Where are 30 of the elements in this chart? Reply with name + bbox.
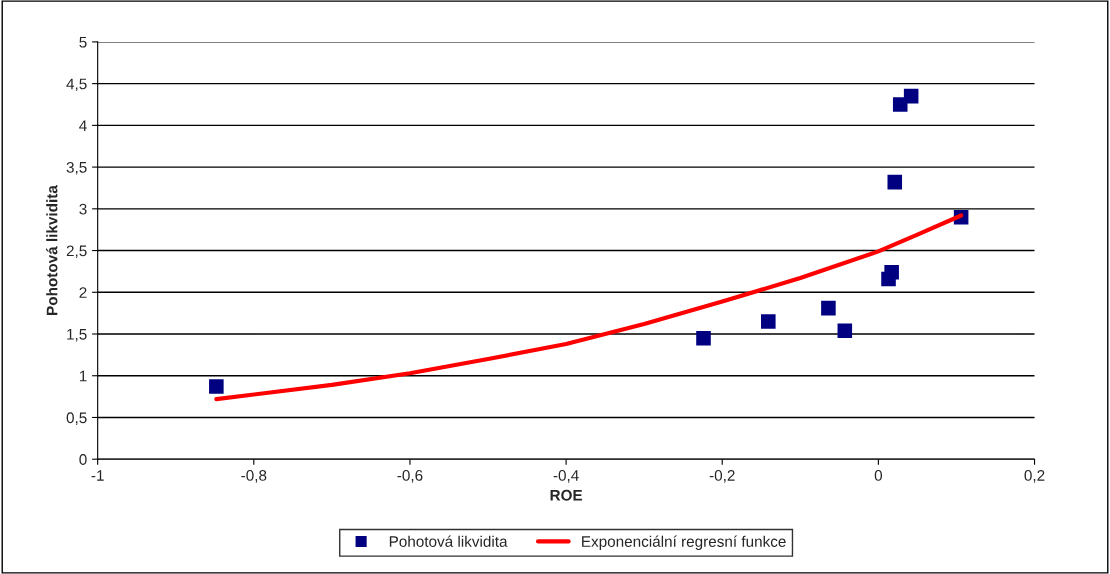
x-tick-label: 0 bbox=[874, 470, 883, 481]
x-tick-label: -0,4 bbox=[553, 470, 579, 483]
y-tick-label: 0,5 bbox=[66, 412, 87, 425]
point bbox=[761, 314, 776, 329]
y-tick-label: 2 bbox=[79, 287, 87, 298]
point bbox=[903, 88, 919, 104]
x-tick-label: -0,6 bbox=[397, 470, 423, 483]
legend-label: Pohotová likvidita bbox=[389, 535, 508, 547]
y-tick-label: 1 bbox=[79, 370, 87, 382]
point bbox=[696, 330, 711, 346]
point bbox=[837, 323, 853, 338]
y-tick-label: 4,5 bbox=[66, 78, 87, 92]
x-axis-title: ROE bbox=[550, 489, 583, 501]
x-tick-label: -0,2 bbox=[709, 470, 735, 483]
y-tick-label: 3 bbox=[79, 203, 87, 215]
point bbox=[209, 379, 224, 394]
y-tick-label: 3,5 bbox=[66, 161, 87, 175]
x-tick-label: 0,2 bbox=[1024, 470, 1045, 483]
legend-label: Exponenciální regresní funkce bbox=[582, 535, 786, 550]
point bbox=[821, 300, 836, 316]
y-tick-label: 0 bbox=[79, 454, 87, 465]
point bbox=[887, 174, 903, 190]
x-tick-label: -1 bbox=[91, 470, 104, 481]
y-tick-label: 4 bbox=[79, 120, 87, 131]
y-tick-label: 1,5 bbox=[67, 329, 87, 342]
y-tick-label: 2,5 bbox=[66, 245, 87, 259]
y-axis-title: Pohotová likvidita bbox=[46, 185, 58, 315]
point bbox=[884, 264, 899, 280]
y-tick-label: 5 bbox=[79, 36, 87, 48]
x-tick-label: -0,8 bbox=[241, 470, 267, 483]
